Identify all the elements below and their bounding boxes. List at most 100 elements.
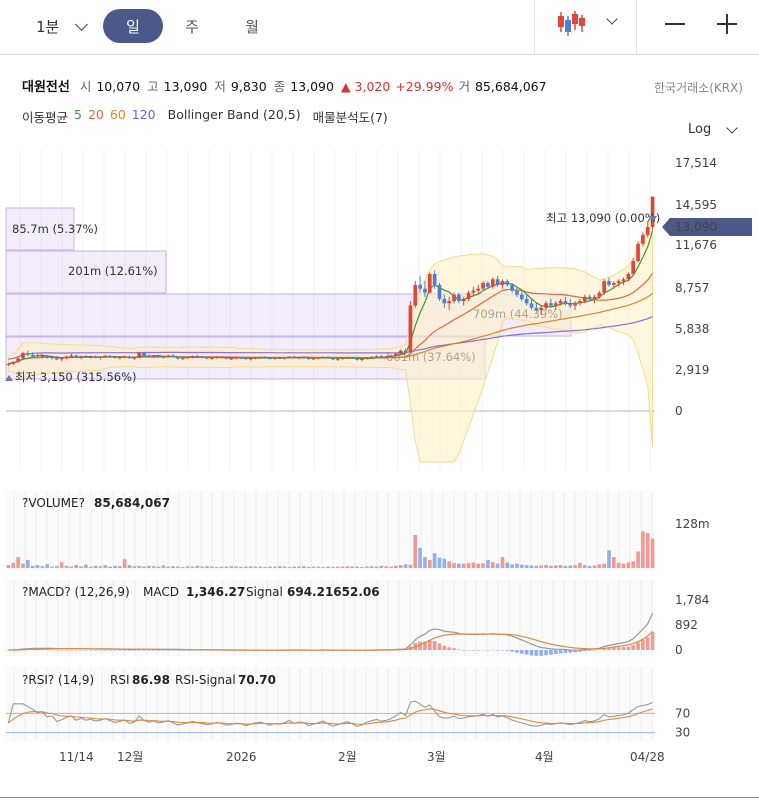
open-label: 시 <box>79 79 92 94</box>
candle-body <box>505 281 510 285</box>
stock-name: 대원전선 <box>22 80 70 95</box>
volume-bar <box>306 566 311 568</box>
volume-bar <box>302 566 306 568</box>
volume-bar <box>457 563 461 568</box>
volume-pane-value: 85,684,067 <box>94 496 170 510</box>
candle-body <box>427 274 432 293</box>
candlestick-chart-type-icon[interactable] <box>556 10 586 38</box>
candle-body <box>568 303 573 306</box>
rsi-pane <box>6 667 655 741</box>
tab-weekly[interactable]: 주 <box>185 17 199 36</box>
low-annotation: 최저 3,150 (315.56%) <box>15 370 137 384</box>
macd-histogram-bar <box>539 650 544 656</box>
rsi-pane-title: ?RSI? (14,9) <box>22 673 94 687</box>
macd-histogram-bar <box>529 650 534 656</box>
macd-histogram-bar <box>461 650 466 651</box>
tab-monthly[interactable]: 월 <box>245 17 259 36</box>
candle-body <box>534 307 539 311</box>
candle-body <box>466 292 471 299</box>
candle-body <box>306 357 311 360</box>
candle-body <box>500 281 505 285</box>
macd-histogram-bar <box>93 650 98 651</box>
zoom-in-button[interactable] <box>717 14 737 34</box>
volume-bar <box>331 566 335 568</box>
volume-pane-title: ?VOLUME? <box>22 496 85 510</box>
volume-bar <box>631 561 636 568</box>
candle-body <box>607 281 611 285</box>
volume-bar <box>471 562 476 568</box>
volume-profile-label[interactable]: 매물분석도(7) <box>312 110 388 125</box>
price-axis-tick: 8,757 <box>675 281 709 295</box>
toolbar-divider <box>636 0 637 54</box>
macd-histogram-bar <box>611 647 616 650</box>
rsi-signal-line <box>8 708 653 725</box>
volume-bar <box>253 566 258 568</box>
volume-axis-tick: 128m <box>675 517 710 531</box>
candle-body <box>45 355 50 358</box>
high-label: 고 <box>147 79 159 94</box>
zoom-out-button[interactable] <box>665 23 685 25</box>
interval-select[interactable]: 1분 <box>36 16 89 37</box>
volume-bar <box>263 566 267 568</box>
candle-body <box>84 356 88 358</box>
macd-histogram-bar <box>50 649 54 651</box>
volume-bar <box>389 566 393 568</box>
candle-body <box>277 357 282 359</box>
macd-histogram-bar <box>558 650 563 654</box>
volume-bar <box>423 556 427 568</box>
volume-bar <box>384 566 389 568</box>
volume-bar <box>379 565 384 568</box>
candle-body <box>452 294 456 302</box>
candle-body <box>137 352 142 358</box>
candle-body <box>127 356 132 359</box>
candle-body <box>224 357 229 359</box>
volume-bar <box>50 566 54 568</box>
volume-bar <box>117 566 122 568</box>
candle-body <box>321 356 326 358</box>
macd-pane-title: ?MACD? (12,26,9) <box>22 585 130 599</box>
volume-pane-background <box>6 491 655 570</box>
candle-body <box>408 305 413 353</box>
volume-bar <box>524 565 529 568</box>
candle-body <box>40 355 45 357</box>
volume-bar <box>578 562 582 568</box>
candle-body <box>74 355 79 358</box>
ma60-label: 60 <box>109 107 126 122</box>
candle-body <box>161 356 166 358</box>
macd-histogram-bar <box>568 650 573 653</box>
volume-bar <box>311 566 316 568</box>
chart-toolbar: 1분 일 주 월 <box>0 0 759 55</box>
last-price-tag-label: 13,090 <box>675 220 717 234</box>
log-scale-toggle[interactable]: Log <box>688 121 738 137</box>
tab-daily[interactable]: 일 <box>103 9 163 43</box>
bollinger-band-label[interactable]: Bollinger Band (20,5) <box>167 107 301 122</box>
candle-body <box>447 301 452 304</box>
macd-histogram-bar <box>621 647 626 650</box>
volume-bar <box>161 565 166 568</box>
last-price-tag <box>662 218 752 236</box>
macd-histogram-bar <box>161 650 166 651</box>
volume-bar <box>16 556 20 568</box>
candle-body <box>621 279 626 282</box>
candle-body <box>292 356 297 358</box>
candle-body <box>243 357 248 360</box>
price-axis-tick: 14,595 <box>675 198 717 212</box>
candle-body <box>587 296 592 299</box>
volume-bar <box>6 565 11 568</box>
candle-body <box>340 357 345 359</box>
macd-label: MACD <box>143 585 179 599</box>
candle-body <box>93 356 98 358</box>
macd-histogram-bar <box>166 650 171 651</box>
candle-body <box>108 355 112 357</box>
price-axis-tick: 17,514 <box>675 156 717 170</box>
volume-bar <box>442 558 447 568</box>
volume-bar <box>597 564 602 568</box>
rsi-label: RSI <box>110 673 130 687</box>
open-value: 10,070 <box>96 79 141 94</box>
volume-bar <box>156 566 161 568</box>
moving-average-label[interactable]: 이동평균 <box>22 110 69 125</box>
macd-histogram-bar <box>486 650 490 651</box>
macd-histogram-bar <box>40 649 45 650</box>
rsi-signal-label: RSI-Signal <box>175 673 236 687</box>
